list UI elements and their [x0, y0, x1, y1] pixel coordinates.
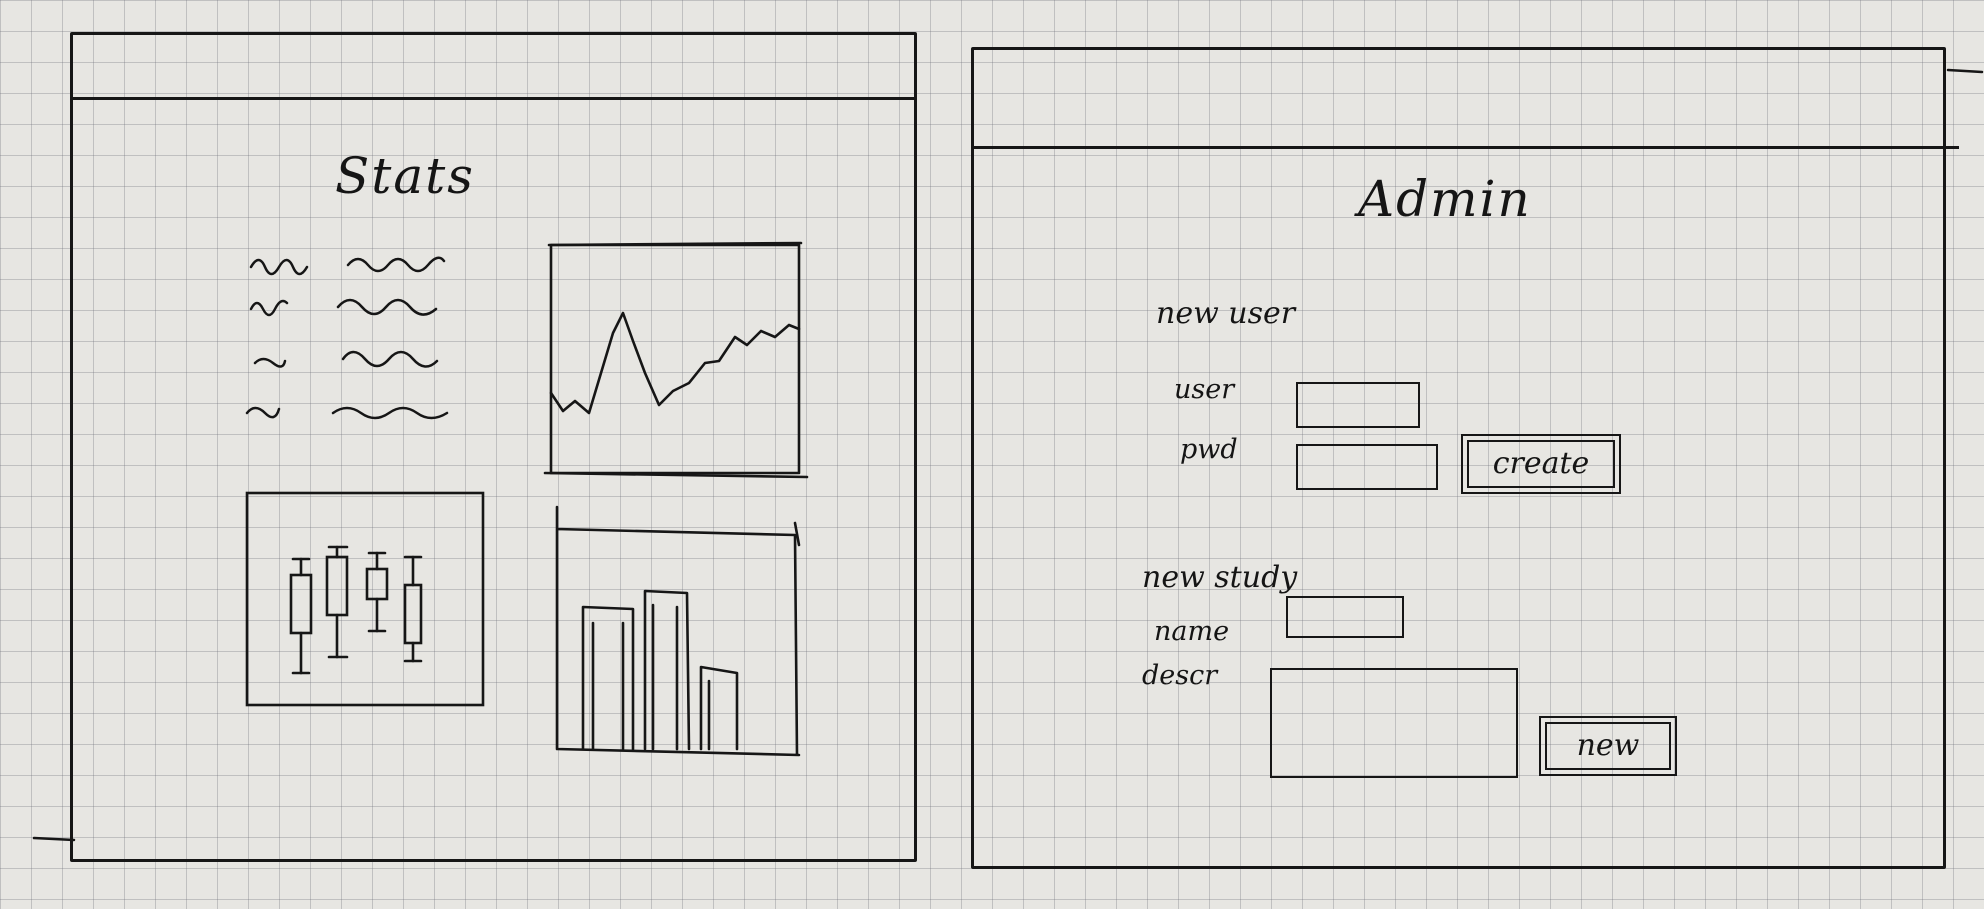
stats-window-titlebar — [73, 35, 914, 100]
box-plot-frame — [245, 491, 485, 707]
bar-chart-bar-3 — [699, 665, 739, 751]
admin-window: Admin new user user pwd create new study… — [971, 47, 1959, 869]
user-label: user — [1174, 374, 1235, 405]
pwd-label: pwd — [1180, 434, 1238, 465]
new-study-button[interactable]: new — [1539, 716, 1677, 776]
bar-chart — [555, 505, 801, 757]
username-input[interactable] — [1296, 382, 1420, 428]
box-plot-chart — [245, 491, 485, 707]
line-chart-frame — [549, 243, 801, 475]
study-description-textarea[interactable] — [1270, 668, 1518, 778]
admin-page-title: Admin — [1358, 170, 1532, 228]
stats-page-title: Stats — [335, 147, 475, 205]
bar-chart-bar-1 — [581, 605, 635, 751]
admin-window-titlebar — [974, 50, 1959, 149]
create-user-button[interactable]: create — [1461, 434, 1621, 494]
bar-chart-frame — [555, 505, 801, 757]
line-chart — [543, 241, 809, 479]
new-study-heading: new study — [1142, 560, 1298, 595]
bar-chart-bar-2 — [643, 589, 691, 751]
box-plot-box-2 — [325, 545, 349, 659]
box-plot-box-1 — [289, 557, 313, 675]
descr-label: descr — [1142, 660, 1218, 691]
stats-summary-text — [245, 256, 449, 420]
line-chart-series — [549, 311, 801, 415]
new-user-heading: new user — [1156, 296, 1296, 331]
stats-window: Stats — [70, 32, 917, 862]
study-name-input[interactable] — [1286, 596, 1404, 638]
box-plot-box-3 — [365, 551, 389, 633]
name-label: name — [1154, 616, 1230, 647]
box-plot-box-4 — [403, 555, 423, 663]
password-input[interactable] — [1296, 444, 1438, 490]
